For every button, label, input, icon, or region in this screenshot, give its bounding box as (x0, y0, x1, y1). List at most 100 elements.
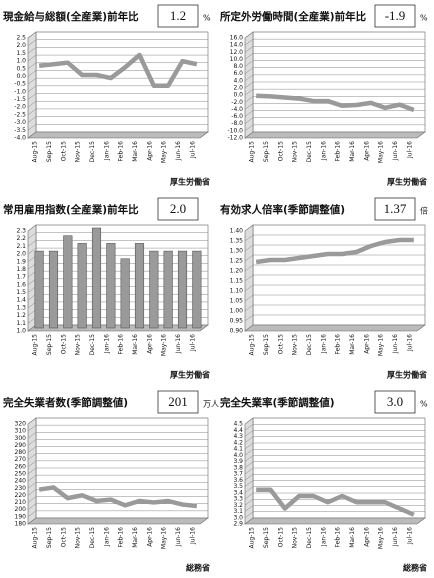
grid-line (27, 439, 208, 446)
y-tick-label: 2.0 (16, 251, 26, 258)
y-tick-label: -12.0 (227, 135, 243, 142)
y-tick-label: 3.6 (233, 477, 243, 484)
grid-line (244, 442, 425, 450)
unit: % (420, 14, 428, 23)
y-tick-label: 3.8 (233, 464, 243, 471)
y-tick-label: 3.4 (233, 489, 243, 496)
grid-line (244, 53, 425, 60)
source: 厚生労働省 (170, 370, 210, 380)
x-tick-label: Aug-15 (249, 141, 256, 163)
headline-value: 2.0 (170, 201, 186, 216)
floor (244, 131, 426, 139)
y-tick-label: 14.0 (230, 42, 244, 49)
bar (91, 227, 102, 329)
y-tick-label: 3.9 (233, 458, 243, 465)
x-tick-label: Jun-16 (392, 527, 399, 547)
y-tick-label: 320 (15, 421, 27, 428)
grid-line (244, 234, 425, 242)
unit: % (203, 14, 211, 23)
grid-line (244, 511, 425, 518)
headline-box (157, 4, 199, 28)
x-tick-label: Oct-15 (277, 141, 284, 161)
y-tick-label: 270 (15, 456, 27, 463)
grid-line (244, 449, 425, 456)
x-tick-label: Feb-16 (335, 334, 342, 355)
x-tick-label: Jul-16 (406, 334, 413, 352)
y-tick-label: 1.0 (16, 58, 26, 65)
y-tick-label: 1.20 (230, 268, 244, 275)
grid-line (27, 417, 208, 425)
bar (163, 250, 173, 329)
grid-line (244, 96, 425, 103)
y-tick-label: 180 (15, 521, 27, 528)
x-tick-label: May-16 (378, 527, 385, 549)
grid-line (27, 31, 208, 39)
grid-line (244, 492, 425, 500)
chart-title: 常用雇用指数(全産業)前年比 (3, 203, 139, 216)
source: 総務省 (403, 563, 427, 573)
x-tick-label: Oct-15 (277, 527, 284, 547)
line-series (38, 52, 198, 89)
y-tick-label: 0.0 (16, 73, 26, 80)
y-tick-label: 8.0 (233, 63, 243, 70)
y-tick-label: 1.00 (230, 308, 244, 315)
grid-line (244, 88, 425, 96)
y-tick-label: -8.0 (231, 120, 243, 127)
y-tick-label: 1.4 (16, 297, 26, 304)
chart-title: 所定外労働時間(全産業)前年比 (220, 10, 367, 23)
grid-line (27, 62, 208, 69)
x-tick-label: Oct-15 (60, 334, 67, 354)
y-tick-label: 1.40 (230, 228, 244, 235)
grid-line (244, 81, 425, 89)
grid-line (244, 467, 425, 475)
headline-value: 3.0 (387, 394, 403, 409)
grid-line (244, 505, 425, 512)
x-tick-label: Mar-16 (132, 141, 139, 162)
x-tick-label: Aug-15 (32, 334, 39, 356)
x-tick-label: Sep-15 (46, 527, 53, 548)
bar (63, 235, 73, 329)
y-tick-label: 3.7 (233, 471, 243, 478)
source: 総務省 (186, 563, 210, 573)
y-tick-label: 0.0 (233, 92, 243, 99)
grid-line (27, 124, 208, 131)
grid-line (27, 93, 208, 100)
x-tick-label: Aug-15 (32, 141, 39, 163)
grid-line (244, 31, 425, 39)
grid-line (27, 517, 208, 525)
x-tick-label: Feb-16 (118, 527, 125, 548)
x-tick-label: Dec-15 (89, 141, 96, 163)
y-tick-label: 12.0 (230, 49, 244, 56)
y-tick-label: 310 (15, 428, 27, 435)
floor (244, 517, 426, 525)
grid-line (244, 224, 425, 232)
grid-line (27, 424, 208, 432)
grid-line (244, 131, 425, 139)
grid-line (244, 124, 425, 132)
y-tick-label: 0.5 (16, 65, 26, 72)
y-tick-label: -10.0 (227, 127, 243, 134)
grid-line (27, 232, 208, 239)
y-tick-label: 1.2 (16, 312, 26, 319)
x-tick-label: Oct-15 (60, 527, 67, 547)
bar (177, 250, 188, 329)
bar (48, 250, 59, 329)
line-series (256, 93, 415, 113)
y-tick-label: -1.5 (14, 96, 26, 103)
line-series (38, 485, 198, 509)
headline-value: 201 (168, 394, 188, 409)
y-tick-label: 1.0 (16, 328, 26, 335)
grid-line (27, 467, 208, 475)
grid-line (244, 67, 425, 74)
chart-title: 現金給与総額(全産業)前年比 (3, 10, 139, 23)
y-tick-label: 1.6 (16, 281, 26, 288)
x-tick-label: Dec-15 (306, 141, 313, 163)
grid-line (244, 517, 425, 525)
x-tick-label: Aug-15 (32, 527, 39, 549)
grid-line (27, 54, 208, 62)
x-tick-label: Nov-15 (75, 334, 82, 356)
unit: 倍 (420, 206, 428, 216)
y-tick-label: 2.0 (233, 85, 243, 92)
x-tick-label: Mar-16 (349, 141, 356, 162)
side-wall (27, 31, 37, 139)
